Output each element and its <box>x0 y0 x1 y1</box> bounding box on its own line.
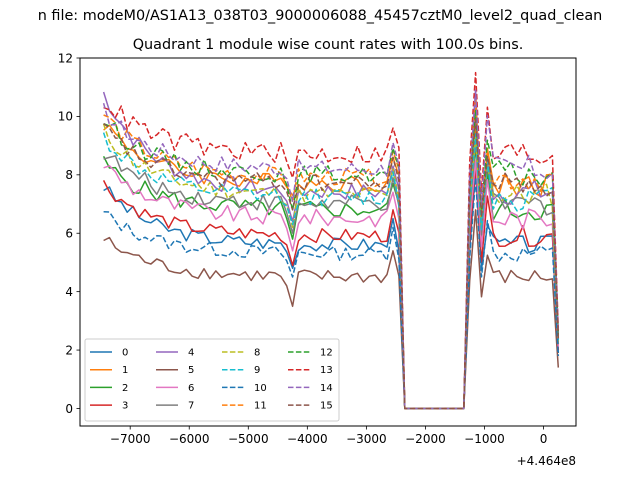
series-line-9 <box>102 132 560 410</box>
legend-label-6: 6 <box>188 383 194 394</box>
x-tick-label: −2000 <box>405 432 446 446</box>
plot-frame <box>79 57 577 427</box>
chart-title: Quadrant 1 module wise count rates with … <box>133 37 524 53</box>
figure-suptitle: n file: modeM0/AS1A13_038T03_9000006088_… <box>38 8 603 24</box>
legend-label-11: 11 <box>254 401 267 412</box>
legend-label-8: 8 <box>254 348 260 359</box>
series-line-13 <box>103 71 560 410</box>
y-tick-label: 12 <box>58 51 73 65</box>
legend-label-5: 5 <box>188 365 194 376</box>
x-tick-label: −4000 <box>287 432 328 446</box>
series-line-15 <box>103 118 560 410</box>
series-line-14 <box>102 89 560 410</box>
y-tick-label: 6 <box>65 227 73 241</box>
legend-label-9: 9 <box>254 365 260 376</box>
legend-label-14: 14 <box>320 383 333 394</box>
y-tick-label: 0 <box>65 402 73 416</box>
series-line-3 <box>102 165 560 410</box>
x-tick-label: −6000 <box>169 432 210 446</box>
y-tick-label: 2 <box>65 343 73 357</box>
x-tick-label: −5000 <box>228 432 269 446</box>
legend-label-1: 1 <box>122 365 128 376</box>
series-layer <box>102 71 560 410</box>
x-tick-label: −1000 <box>464 432 505 446</box>
y-tick-label: 8 <box>65 168 73 182</box>
y-tick-label: 10 <box>58 110 73 124</box>
series-line-11 <box>103 98 560 410</box>
legend-label-2: 2 <box>122 383 128 394</box>
series-line-6 <box>103 159 560 410</box>
x-axis: −7000 −6000 −5000 −4000 −3000 −2000 −1000 0 <box>110 426 547 446</box>
legend-label-3: 3 <box>122 401 128 412</box>
x-tick-label: 0 <box>540 432 548 446</box>
legend-label-12: 12 <box>320 348 333 359</box>
series-line-12 <box>103 109 560 410</box>
x-offset-label: +4.464e8 <box>517 454 576 468</box>
legend-label-13: 13 <box>320 365 333 376</box>
legend-label-10: 10 <box>254 383 267 394</box>
legend-label-4: 4 <box>188 348 194 359</box>
legend-box <box>84 338 340 422</box>
y-axis: 0 2 4 6 8 10 12 <box>58 51 80 416</box>
legend-label-7: 7 <box>188 401 194 412</box>
series-line-5 <box>103 209 560 410</box>
x-tick-label: −3000 <box>346 432 387 446</box>
y-tick-label: 4 <box>65 285 73 299</box>
legend-label-0: 0 <box>122 348 128 359</box>
series-line-10 <box>103 176 560 410</box>
x-tick-label: −7000 <box>110 432 151 446</box>
legend-label-15: 15 <box>320 401 333 412</box>
